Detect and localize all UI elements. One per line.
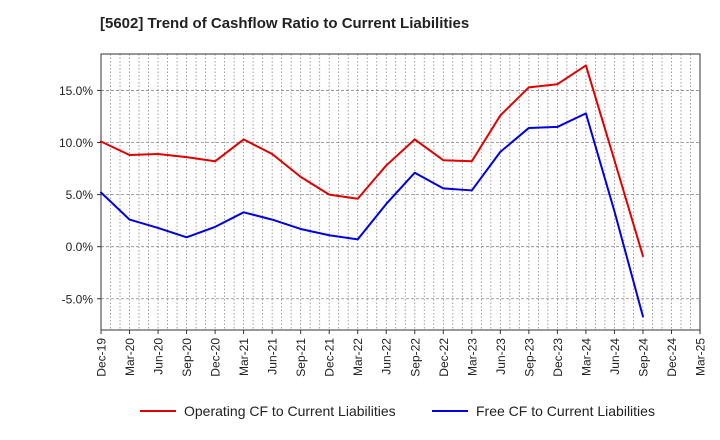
x-tick-label: Jun-22 — [380, 338, 394, 375]
y-tick-label: 10.0% — [59, 136, 93, 150]
plot-area-frame — [100, 53, 701, 331]
x-tick-label: Sep-23 — [522, 338, 536, 377]
x-tick-label: Dec-21 — [323, 338, 337, 377]
x-tick-label: Jun-20 — [152, 338, 166, 375]
legend-label-operating-cf: Operating CF to Current Liabilities — [184, 403, 396, 419]
x-tick-label: Jun-23 — [494, 338, 508, 375]
x-tick-label: Dec-24 — [665, 338, 679, 377]
y-tick-label: 15.0% — [59, 84, 93, 98]
series-line-1 — [100, 112, 644, 318]
legend-swatch-free-cf — [432, 410, 468, 412]
x-tick-label: Dec-19 — [95, 338, 109, 377]
x-tick-label: Sep-20 — [180, 338, 194, 377]
chart-title: [5602] Trend of Cashflow Ratio to Curren… — [100, 15, 470, 32]
y-tick-label: -5.0% — [62, 292, 94, 306]
x-tick-label: Dec-22 — [437, 338, 451, 377]
legend-item-free-cf: Free CF to Current Liabilities — [432, 403, 655, 419]
x-tick-label: Mar-23 — [465, 338, 479, 376]
x-tick-label: Dec-20 — [209, 338, 223, 377]
x-tick-label: Mar-25 — [694, 338, 708, 376]
x-tick-label: Jun-21 — [266, 338, 280, 375]
chart-legend: Operating CF to Current Liabilities Free… — [0, 403, 720, 425]
x-tick-label: Mar-20 — [123, 338, 137, 376]
x-tick-label: Dec-23 — [551, 338, 565, 377]
x-tick-label: Sep-21 — [294, 338, 308, 377]
legend-item-operating-cf: Operating CF to Current Liabilities — [140, 403, 396, 419]
legend-swatch-operating-cf — [140, 410, 176, 412]
y-tick-label: 5.0% — [66, 188, 94, 202]
x-tick-label: Jun-24 — [608, 338, 622, 375]
x-tick-label: Sep-22 — [408, 338, 422, 377]
series-line-0 — [100, 64, 644, 258]
y-tick-label: 0.0% — [66, 240, 94, 254]
x-tick-label: Mar-24 — [579, 338, 593, 376]
x-tick-label: Mar-21 — [237, 338, 251, 376]
legend-label-free-cf: Free CF to Current Liabilities — [476, 403, 655, 419]
x-tick-label: Sep-24 — [636, 338, 650, 377]
x-tick-label: Mar-22 — [351, 338, 365, 376]
